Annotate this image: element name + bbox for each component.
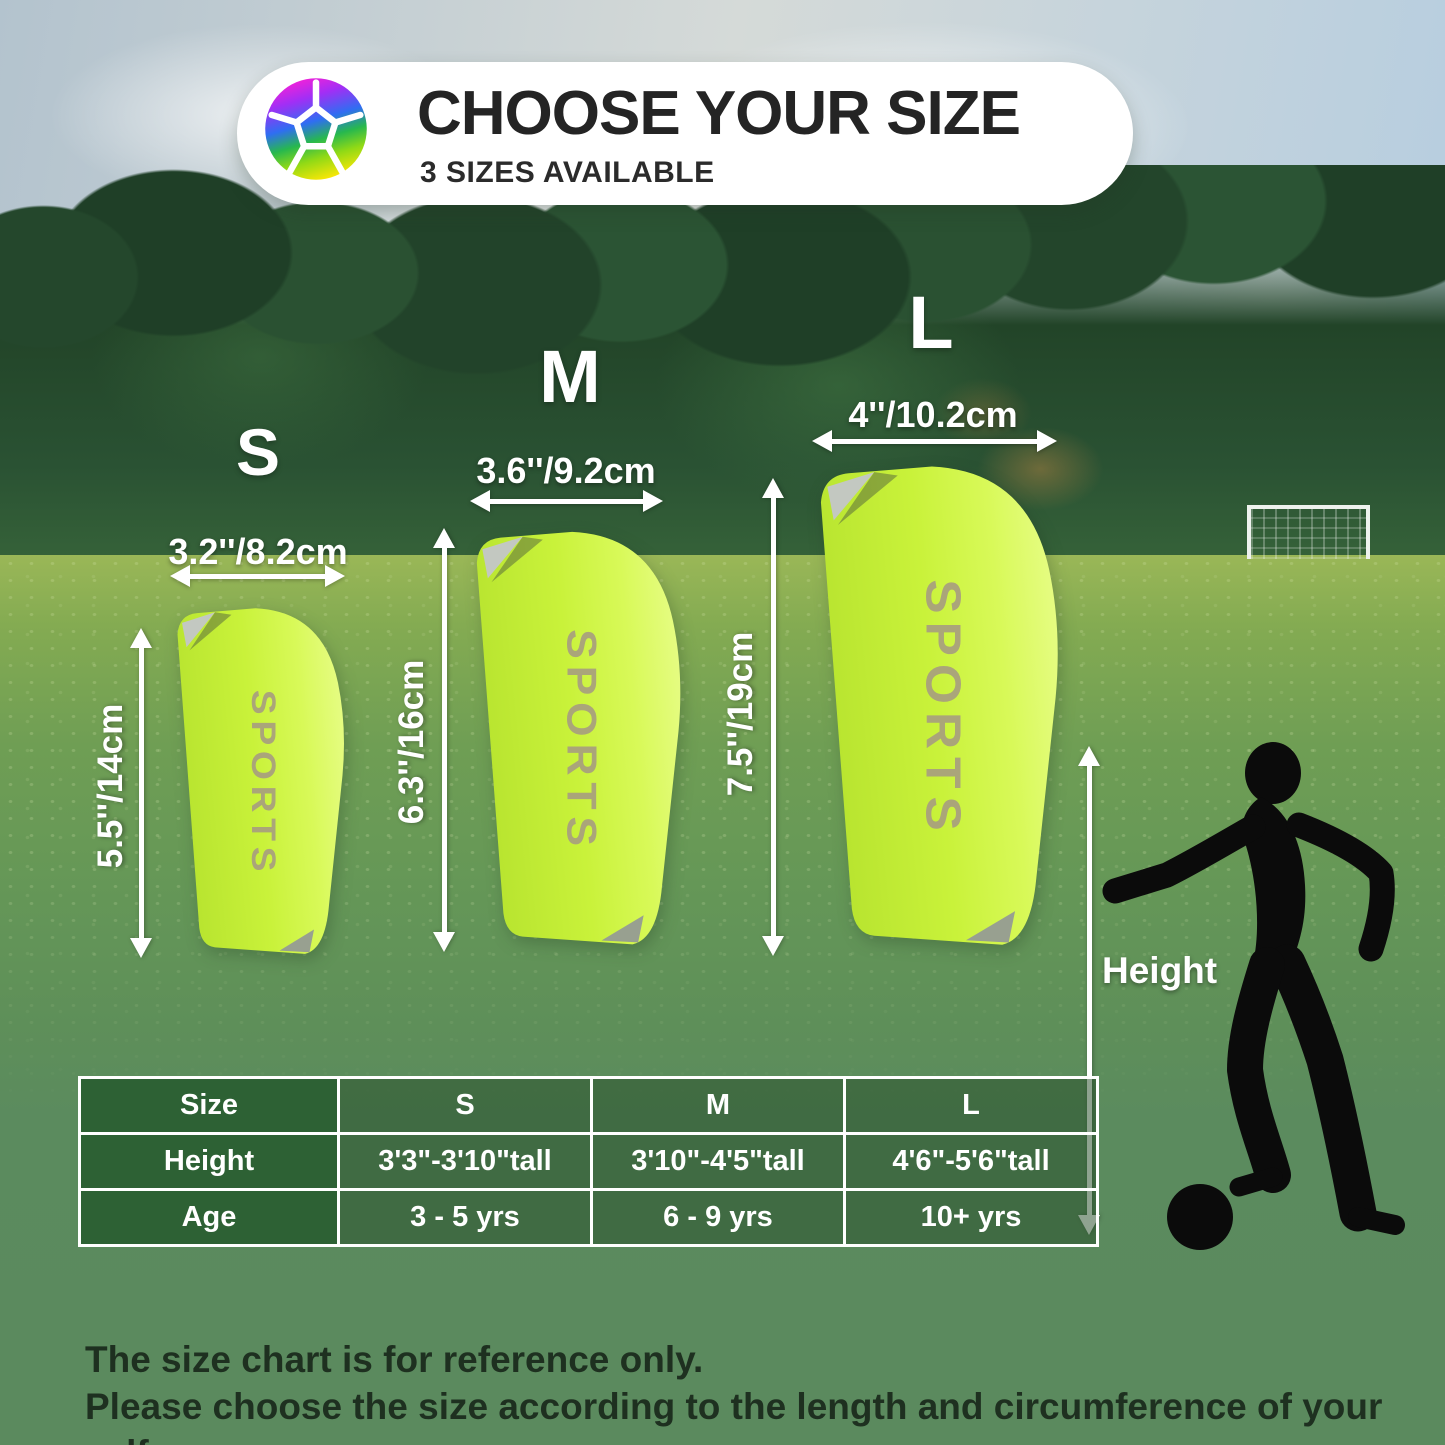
- disclaimer-note: The size chart is for reference only. Pl…: [85, 1336, 1425, 1445]
- size-letter-s: S: [235, 415, 281, 489]
- treeline-background: [0, 165, 1445, 565]
- width-dimension-s: 3.2''/8.2cm: [168, 531, 348, 572]
- table-cell-height-m: 3'10"-4'5"tall: [590, 1132, 846, 1191]
- table-cell-height-s: 3'3"-3'10"tall: [337, 1132, 593, 1191]
- strap-notch-bottom: [279, 929, 314, 953]
- strap-notch-top: [827, 472, 875, 521]
- height-dimension-l: 7.5''/19cm: [721, 631, 760, 797]
- width-arrow-s: [170, 565, 345, 587]
- disclaimer-line-2: Please choose the size according to the …: [85, 1386, 1383, 1445]
- width-dimension-l: 4''/10.2cm: [848, 394, 1018, 435]
- strap-notch-bottom: [601, 915, 644, 943]
- player-height-label: Height: [1102, 950, 1218, 991]
- table-cell-col-l: L: [843, 1076, 1099, 1135]
- height-arrow-s: [130, 628, 152, 958]
- brand-text-l: SPORTS: [916, 579, 972, 838]
- height-dimension-m: 6.3''/16cm: [392, 659, 431, 825]
- page-title: CHOOSE YOUR SIZE: [417, 79, 1021, 148]
- header-banner: CHOOSE YOUR SIZE 3 SIZES AVAILABLE: [237, 62, 1133, 205]
- table-row-size: Size S M L: [78, 1076, 1099, 1135]
- rainbow-soccer-ball-icon: [265, 78, 367, 180]
- table-row-height: Height 3'3"-3'10"tall 3'10"-4'5"tall 4'6…: [78, 1132, 1099, 1191]
- size-letter-m: M: [539, 335, 601, 418]
- table-cell-col-m: M: [590, 1076, 846, 1135]
- strap-notch-top: [182, 612, 215, 648]
- soccer-goal: [1247, 505, 1370, 559]
- height-dimension-s: 5.5''/14cm: [91, 703, 130, 869]
- width-dimension-m: 3.6''/9.2cm: [476, 450, 656, 491]
- table-cell-age-m: 6 - 9 yrs: [590, 1188, 846, 1247]
- table-cell-height-l: 4'6"-5'6"tall: [843, 1132, 1099, 1191]
- brand-text-s: SPORTS: [244, 690, 283, 877]
- table-row-age: Age 3 - 5 yrs 6 - 9 yrs 10+ yrs: [78, 1188, 1099, 1247]
- table-cell-col-s: S: [337, 1076, 593, 1135]
- table-cell-age-l: 10+ yrs: [843, 1188, 1099, 1247]
- height-arrow-m: [433, 528, 455, 952]
- page-subtitle: 3 SIZES AVAILABLE: [420, 156, 715, 189]
- strap-notch-top: [482, 536, 523, 579]
- soccer-ball-silhouette: [1167, 1184, 1233, 1250]
- shin-guard-s: SPORTS: [177, 608, 344, 954]
- width-arrow-l: [812, 430, 1057, 452]
- size-chart-table: Size S M L Height 3'3"-3'10"tall 3'10"-4…: [78, 1076, 1099, 1247]
- table-cell-age-s: 3 - 5 yrs: [337, 1188, 593, 1247]
- strap-notch-bottom: [966, 911, 1016, 943]
- table-cell-size-header: Size: [78, 1076, 340, 1135]
- shin-guard-m: SPORTS: [476, 531, 681, 945]
- brand-text-m: SPORTS: [558, 629, 605, 853]
- size-letter-l: L: [908, 281, 954, 364]
- shin-guard-l: SPORTS: [820, 466, 1058, 945]
- player-silhouette: [1102, 742, 1405, 1250]
- table-cell-age-header: Age: [78, 1188, 340, 1247]
- table-cell-height-header: Height: [78, 1132, 340, 1191]
- height-arrow-l: [762, 478, 784, 956]
- width-arrow-m: [470, 490, 663, 512]
- disclaimer-line-1: The size chart is for reference only.: [85, 1339, 704, 1380]
